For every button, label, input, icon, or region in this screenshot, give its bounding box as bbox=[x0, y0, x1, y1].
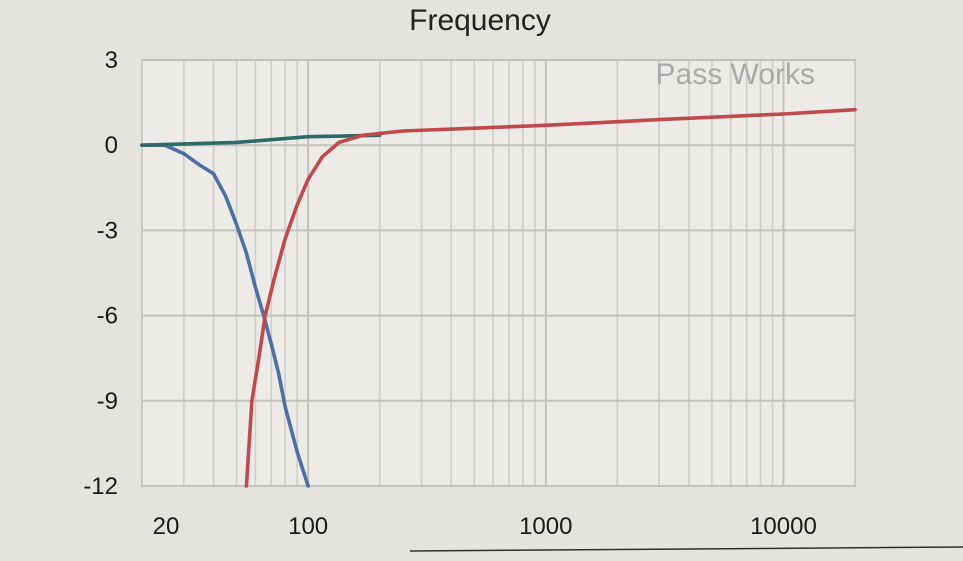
y-tick-label: 0 bbox=[105, 132, 118, 159]
x-tick-label: 20 bbox=[153, 513, 180, 540]
y-tick-label: 3 bbox=[105, 47, 118, 74]
pass-works-annotation: Pass Works bbox=[656, 58, 815, 91]
series-line-3 bbox=[244, 107, 857, 488]
y-tick-label: -3 bbox=[97, 217, 118, 244]
plot-area bbox=[141, 59, 856, 487]
chart-title: Frequency bbox=[409, 4, 551, 37]
y-tick-label: -9 bbox=[97, 388, 118, 415]
page-bottom-edge bbox=[409, 546, 963, 552]
x-tick-label: 10000 bbox=[750, 513, 817, 540]
y-tick-label: -12 bbox=[83, 473, 118, 500]
series-line-1 bbox=[140, 143, 310, 488]
series-line-2 bbox=[140, 133, 382, 147]
x-tick-label: 100 bbox=[288, 513, 328, 540]
x-tick-label: 1000 bbox=[519, 513, 572, 540]
y-tick-label: -6 bbox=[97, 303, 118, 330]
